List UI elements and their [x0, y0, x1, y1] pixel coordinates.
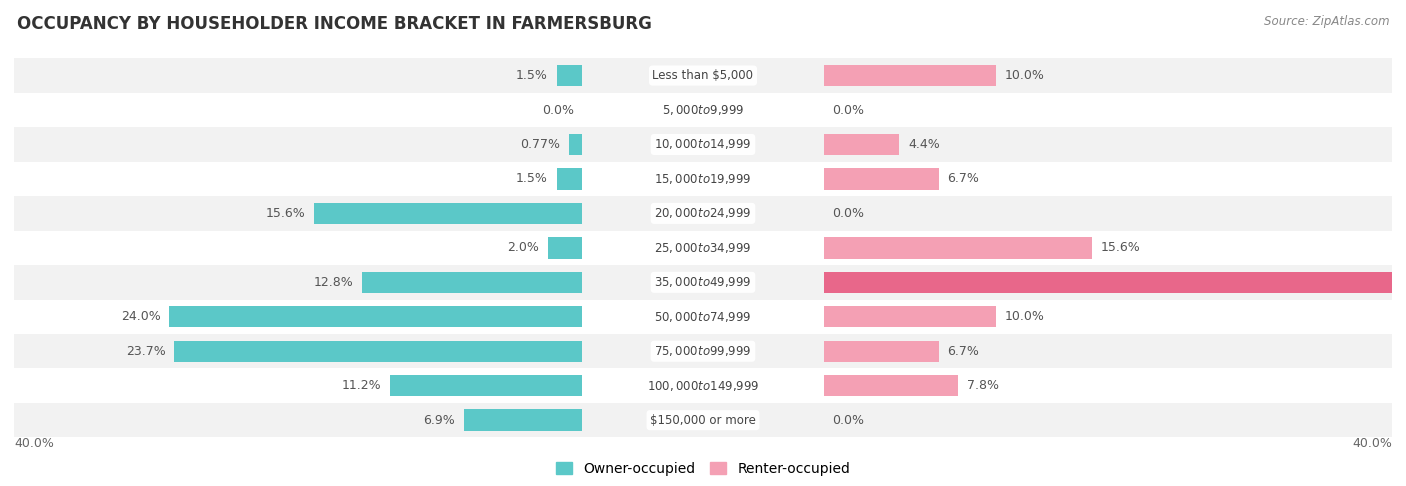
Text: $75,000 to $99,999: $75,000 to $99,999 [654, 344, 752, 358]
Bar [14, 231, 1392, 265]
Text: $15,000 to $19,999: $15,000 to $19,999 [654, 172, 752, 186]
Bar [824, 272, 1406, 293]
Text: 24.0%: 24.0% [121, 310, 160, 323]
Text: 15.6%: 15.6% [266, 207, 305, 220]
Bar [824, 134, 900, 155]
Text: Source: ZipAtlas.com: Source: ZipAtlas.com [1264, 15, 1389, 28]
Text: OCCUPANCY BY HOUSEHOLDER INCOME BRACKET IN FARMERSBURG: OCCUPANCY BY HOUSEHOLDER INCOME BRACKET … [17, 15, 652, 33]
Bar [389, 375, 582, 397]
Text: 0.0%: 0.0% [541, 104, 574, 117]
Bar [14, 334, 1392, 368]
Text: 40.0%: 40.0% [1353, 437, 1392, 451]
Bar [14, 196, 1392, 231]
Bar [557, 65, 582, 86]
Bar [174, 341, 582, 362]
Bar [824, 306, 995, 328]
Bar [361, 272, 582, 293]
Text: $25,000 to $34,999: $25,000 to $34,999 [654, 241, 752, 255]
Text: 11.2%: 11.2% [342, 379, 381, 392]
Text: $5,000 to $9,999: $5,000 to $9,999 [662, 103, 744, 117]
Text: 40.0%: 40.0% [14, 437, 53, 451]
Bar [464, 410, 582, 431]
Legend: Owner-occupied, Renter-occupied: Owner-occupied, Renter-occupied [555, 462, 851, 476]
Bar [824, 341, 939, 362]
Bar [14, 368, 1392, 403]
Bar [824, 168, 939, 190]
Text: $50,000 to $74,999: $50,000 to $74,999 [654, 310, 752, 324]
Text: 0.0%: 0.0% [832, 104, 865, 117]
Text: 2.0%: 2.0% [508, 242, 540, 254]
Bar [14, 162, 1392, 196]
Bar [14, 127, 1392, 162]
Text: 0.0%: 0.0% [832, 207, 865, 220]
Text: 7.8%: 7.8% [966, 379, 998, 392]
Bar [548, 237, 582, 259]
Bar [824, 65, 995, 86]
Text: 6.7%: 6.7% [948, 345, 980, 358]
Bar [824, 375, 957, 397]
Bar [14, 403, 1392, 437]
Text: $20,000 to $24,999: $20,000 to $24,999 [654, 207, 752, 220]
Text: 23.7%: 23.7% [127, 345, 166, 358]
Bar [557, 168, 582, 190]
Text: $150,000 or more: $150,000 or more [650, 414, 756, 427]
Text: 0.77%: 0.77% [520, 138, 561, 151]
Text: $100,000 to $149,999: $100,000 to $149,999 [647, 379, 759, 393]
Bar [569, 134, 582, 155]
Bar [14, 299, 1392, 334]
Text: 6.9%: 6.9% [423, 414, 456, 427]
Text: $10,000 to $14,999: $10,000 to $14,999 [654, 138, 752, 152]
Bar [824, 237, 1092, 259]
Text: 1.5%: 1.5% [516, 173, 548, 186]
Text: 0.0%: 0.0% [832, 414, 865, 427]
Bar [14, 93, 1392, 127]
Text: 4.4%: 4.4% [908, 138, 939, 151]
Text: 12.8%: 12.8% [314, 276, 353, 289]
Bar [14, 58, 1392, 93]
Bar [14, 265, 1392, 299]
Text: $35,000 to $49,999: $35,000 to $49,999 [654, 276, 752, 289]
Text: 6.7%: 6.7% [948, 173, 980, 186]
Text: 15.6%: 15.6% [1101, 242, 1140, 254]
Text: 10.0%: 10.0% [1004, 69, 1045, 82]
Text: 10.0%: 10.0% [1004, 310, 1045, 323]
Text: Less than $5,000: Less than $5,000 [652, 69, 754, 82]
Bar [314, 203, 582, 224]
Bar [169, 306, 582, 328]
Text: 1.5%: 1.5% [516, 69, 548, 82]
